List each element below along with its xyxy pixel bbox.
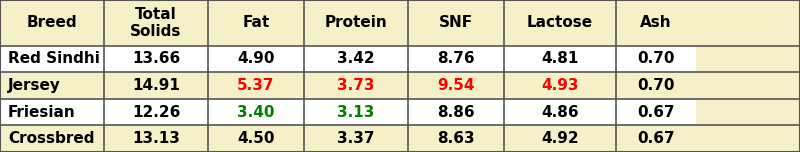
FancyBboxPatch shape xyxy=(616,46,696,72)
Text: 3.73: 3.73 xyxy=(338,78,374,93)
FancyBboxPatch shape xyxy=(0,125,104,152)
FancyBboxPatch shape xyxy=(208,72,304,99)
FancyBboxPatch shape xyxy=(0,0,104,46)
FancyBboxPatch shape xyxy=(0,46,104,72)
FancyBboxPatch shape xyxy=(616,72,696,99)
FancyBboxPatch shape xyxy=(104,99,208,125)
Text: Fat: Fat xyxy=(242,15,270,30)
FancyBboxPatch shape xyxy=(304,72,408,99)
Text: Friesian: Friesian xyxy=(8,105,76,120)
FancyBboxPatch shape xyxy=(208,0,304,46)
Text: 4.86: 4.86 xyxy=(541,105,579,120)
FancyBboxPatch shape xyxy=(408,125,504,152)
Text: 4.50: 4.50 xyxy=(238,131,274,146)
FancyBboxPatch shape xyxy=(304,46,408,72)
FancyBboxPatch shape xyxy=(0,99,104,125)
FancyBboxPatch shape xyxy=(208,125,304,152)
Text: 4.93: 4.93 xyxy=(542,78,578,93)
FancyBboxPatch shape xyxy=(304,125,408,152)
FancyBboxPatch shape xyxy=(408,99,504,125)
Text: 3.40: 3.40 xyxy=(238,105,274,120)
FancyBboxPatch shape xyxy=(616,125,696,152)
Text: 9.54: 9.54 xyxy=(438,78,474,93)
Text: Red Sindhi: Red Sindhi xyxy=(8,51,100,66)
FancyBboxPatch shape xyxy=(408,46,504,72)
FancyBboxPatch shape xyxy=(504,99,616,125)
Text: 3.37: 3.37 xyxy=(338,131,374,146)
Text: 0.70: 0.70 xyxy=(638,51,674,66)
FancyBboxPatch shape xyxy=(504,125,616,152)
FancyBboxPatch shape xyxy=(408,0,504,46)
FancyBboxPatch shape xyxy=(104,125,208,152)
Text: Protein: Protein xyxy=(325,15,387,30)
Text: Lactose: Lactose xyxy=(527,15,593,30)
Text: 0.70: 0.70 xyxy=(638,78,674,93)
Text: 8.76: 8.76 xyxy=(437,51,475,66)
Text: 14.91: 14.91 xyxy=(132,78,180,93)
Text: Total
Solids: Total Solids xyxy=(130,7,182,39)
FancyBboxPatch shape xyxy=(0,72,104,99)
FancyBboxPatch shape xyxy=(408,72,504,99)
Text: 0.67: 0.67 xyxy=(637,105,675,120)
Text: SNF: SNF xyxy=(439,15,473,30)
Text: Jersey: Jersey xyxy=(8,78,61,93)
FancyBboxPatch shape xyxy=(208,46,304,72)
Text: Breed: Breed xyxy=(26,15,78,30)
Text: 4.90: 4.90 xyxy=(238,51,274,66)
Text: 13.13: 13.13 xyxy=(132,131,180,146)
Text: 3.42: 3.42 xyxy=(337,51,375,66)
FancyBboxPatch shape xyxy=(304,0,408,46)
FancyBboxPatch shape xyxy=(104,0,208,46)
Text: 5.37: 5.37 xyxy=(238,78,274,93)
Text: 4.81: 4.81 xyxy=(542,51,578,66)
FancyBboxPatch shape xyxy=(616,0,696,46)
Text: 8.86: 8.86 xyxy=(437,105,475,120)
Text: 13.66: 13.66 xyxy=(132,51,180,66)
FancyBboxPatch shape xyxy=(104,72,208,99)
FancyBboxPatch shape xyxy=(208,99,304,125)
Text: Crossbred: Crossbred xyxy=(8,131,94,146)
FancyBboxPatch shape xyxy=(616,99,696,125)
Text: 0.67: 0.67 xyxy=(637,131,675,146)
Text: 12.26: 12.26 xyxy=(132,105,180,120)
FancyBboxPatch shape xyxy=(304,99,408,125)
FancyBboxPatch shape xyxy=(104,46,208,72)
FancyBboxPatch shape xyxy=(504,0,616,46)
Text: 4.92: 4.92 xyxy=(541,131,579,146)
Text: 3.13: 3.13 xyxy=(338,105,374,120)
Text: 8.63: 8.63 xyxy=(437,131,475,146)
Text: Ash: Ash xyxy=(640,15,672,30)
FancyBboxPatch shape xyxy=(504,46,616,72)
FancyBboxPatch shape xyxy=(504,72,616,99)
